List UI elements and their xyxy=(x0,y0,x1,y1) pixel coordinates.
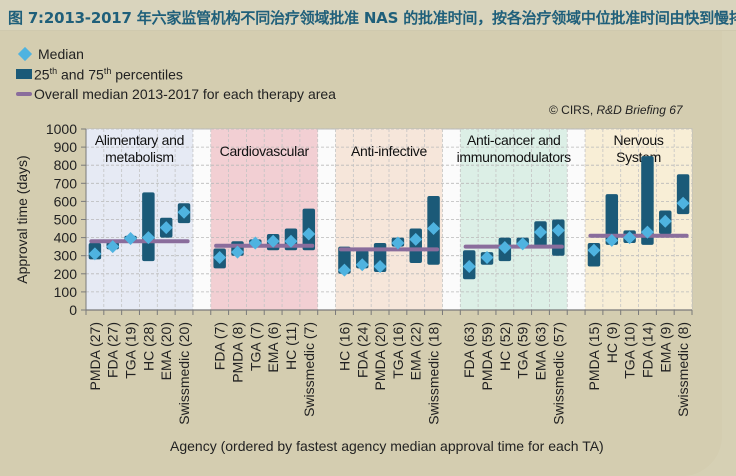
line-icon xyxy=(16,92,32,96)
median-marker xyxy=(676,196,690,210)
x-tick-label: Swissmedic (7) xyxy=(301,322,317,417)
x-tick-label: HC (9) xyxy=(604,322,620,363)
median-marker xyxy=(409,232,423,246)
x-tick-label: EMA (63) xyxy=(533,322,549,380)
y-tick-label: 400 xyxy=(54,230,78,246)
median-marker xyxy=(658,214,672,228)
group-title: Anti-cancer and xyxy=(467,132,561,148)
median-marker xyxy=(480,251,494,265)
median-marker xyxy=(498,241,512,255)
diamond-icon xyxy=(17,46,33,62)
y-tick-label: 900 xyxy=(54,139,78,155)
x-tick-label: FDA (24) xyxy=(354,322,370,378)
x-tick-label: PMDA (15) xyxy=(586,322,602,390)
legend-label-overall: Overall median 2013-2017 for each therap… xyxy=(34,86,336,102)
x-tick-label: FDA (14) xyxy=(639,322,655,378)
x-tick-label: HC (16) xyxy=(336,322,352,371)
legend-item-overall: Overall median 2013-2017 for each therap… xyxy=(16,84,336,104)
median-marker xyxy=(605,233,619,247)
x-tick-label: Swissmedic (20) xyxy=(176,322,192,425)
legend: Median 25th and 75th percentiles Overall… xyxy=(16,44,336,104)
median-marker xyxy=(534,225,547,239)
group-title: Nervous xyxy=(614,132,664,148)
legend-label-median: Median xyxy=(38,46,84,62)
y-tick-label: 800 xyxy=(54,157,78,173)
median-marker xyxy=(302,227,316,241)
x-tick-label: TGA (59) xyxy=(515,322,531,379)
median-marker xyxy=(88,247,102,261)
median-marker xyxy=(355,258,369,272)
group-title: Cardiovascular xyxy=(220,143,310,159)
percentile-box xyxy=(641,156,654,245)
x-tick-label: FDA (63) xyxy=(461,322,477,378)
median-marker xyxy=(177,205,191,219)
median-marker xyxy=(213,251,227,265)
median-marker xyxy=(462,260,476,274)
x-tick-label: HC (28) xyxy=(140,322,156,371)
x-tick-label: PMDA (59) xyxy=(479,322,495,390)
median-marker xyxy=(284,234,298,248)
median-marker xyxy=(106,240,120,254)
group-title: immunomodulators xyxy=(457,149,572,165)
x-tick-label: PMDA (8) xyxy=(230,322,246,383)
x-tick-label: FDA (7) xyxy=(212,322,228,370)
x-tick-label: EMA (6) xyxy=(265,322,281,373)
y-tick-label: 500 xyxy=(54,212,78,228)
y-tick-label: 700 xyxy=(54,175,78,191)
x-tick-label: HC (11) xyxy=(283,322,299,370)
x-tick-label: Swissmedic (57) xyxy=(550,322,566,425)
x-tick-label: EMA (9) xyxy=(657,322,673,373)
group-title: Anti-infective xyxy=(351,143,427,159)
percentile-box xyxy=(142,192,155,262)
legend-label-percentiles: 25th and 75th percentiles xyxy=(34,65,183,83)
x-tick-label: HC (52) xyxy=(497,322,513,371)
median-marker xyxy=(640,225,654,239)
median-marker xyxy=(159,221,173,235)
title-bar: 图 7:2013-2017 年六家监管机构不同治疗领域批准 NAS 的批准时间，… xyxy=(0,0,736,31)
x-tick-label: TGA (7) xyxy=(247,322,263,371)
median-marker xyxy=(373,260,387,274)
median-marker xyxy=(124,232,138,246)
x-tick-label: PMDA (20) xyxy=(372,322,388,390)
median-marker xyxy=(551,223,565,237)
x-tick-label: Swissmedic (18) xyxy=(426,322,442,425)
x-tick-label: TGA (10) xyxy=(622,322,638,379)
percentile-box xyxy=(605,194,619,245)
y-axis-title: Approval time (days) xyxy=(14,155,30,283)
median-marker xyxy=(427,222,441,236)
median-marker xyxy=(266,234,280,248)
x-tick-label: TGA (19) xyxy=(123,322,139,379)
group-title: Alimentary and xyxy=(95,132,184,148)
x-tick-label: Swissmedic (8) xyxy=(675,322,691,417)
y-tick-label: 0 xyxy=(69,302,77,318)
y-tick-label: 1000 xyxy=(46,121,77,137)
median-marker xyxy=(516,237,530,251)
y-tick-label: 100 xyxy=(54,284,78,300)
x-tick-label: PMDA (27) xyxy=(87,322,103,390)
x-tick-label: EMA (22) xyxy=(408,322,424,380)
y-tick-label: 200 xyxy=(54,266,78,282)
group-title: metabolism xyxy=(105,149,174,165)
figure-title: 图 7:2013-2017 年六家监管机构不同治疗领域批准 NAS 的批准时间，… xyxy=(8,9,736,27)
median-marker xyxy=(141,231,155,245)
x-tick-label: EMA (20) xyxy=(158,322,174,380)
median-marker xyxy=(391,236,405,250)
median-marker xyxy=(248,236,262,250)
x-axis-title: Agency (ordered by fastest agency median… xyxy=(170,438,604,454)
y-tick-label: 600 xyxy=(54,193,78,209)
box-icon xyxy=(16,69,32,79)
median-marker xyxy=(231,245,244,259)
median-marker xyxy=(337,263,351,277)
credit-text: © CIRS, R&D Briefing 67 xyxy=(549,103,683,117)
group-title: System xyxy=(616,149,661,165)
legend-item-median: Median xyxy=(16,44,336,64)
median-marker xyxy=(587,243,601,257)
x-tick-label: FDA (27) xyxy=(105,322,121,378)
median-marker xyxy=(623,231,637,245)
legend-item-percentiles: 25th and 75th percentiles xyxy=(16,64,336,84)
x-tick-label: TGA (16) xyxy=(390,322,406,379)
y-tick-label: 300 xyxy=(54,248,78,264)
